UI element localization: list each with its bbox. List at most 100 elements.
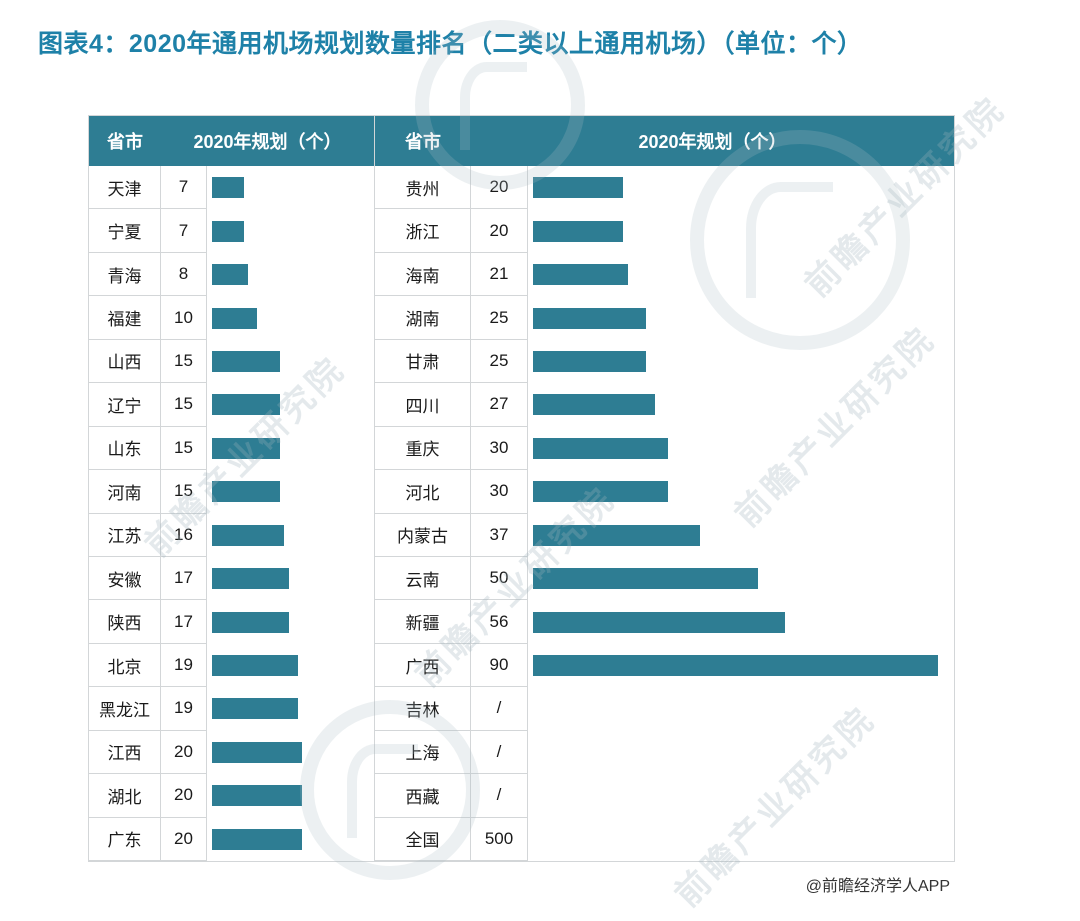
planned-count-value: 25 xyxy=(471,339,528,384)
table-row: 吉林 / xyxy=(375,687,954,731)
province-label: 贵州 xyxy=(375,166,471,210)
planned-count-value: 20 xyxy=(471,209,528,253)
table-row: 甘肃 25 xyxy=(375,339,954,384)
table-row: 黑龙江 19 xyxy=(89,687,374,731)
bar-cell xyxy=(207,340,374,383)
province-label: 重庆 xyxy=(375,426,471,471)
province-label: 内蒙古 xyxy=(375,513,471,557)
bar-cell xyxy=(528,514,954,557)
planned-count-value: / xyxy=(471,730,528,775)
value-bar xyxy=(533,655,938,677)
province-label: 福建 xyxy=(89,296,161,340)
bar-cell xyxy=(528,340,954,383)
bar-cell xyxy=(528,731,954,774)
table-row: 江苏 16 xyxy=(89,513,374,557)
bar-cell xyxy=(207,774,374,817)
value-bar xyxy=(212,264,248,286)
province-label: 湖北 xyxy=(89,774,161,818)
planned-count-value: 500 xyxy=(471,817,528,861)
value-bar xyxy=(533,481,668,503)
value-bar xyxy=(533,437,668,459)
value-bar xyxy=(212,698,298,720)
column-header-plan: 2020年规划（个） xyxy=(638,132,787,152)
planned-count-value: 17 xyxy=(161,600,207,644)
province-label: 西藏 xyxy=(375,774,471,818)
table-row: 湖南 25 xyxy=(375,296,954,340)
province-label: 安徽 xyxy=(89,556,161,601)
table-row: 全国 500 xyxy=(375,817,954,861)
table-row: 北京 19 xyxy=(89,643,374,688)
planned-count-value: 20 xyxy=(161,774,207,818)
bar-cell xyxy=(528,687,954,730)
province-label: 湖南 xyxy=(375,296,471,340)
planned-count-value: 27 xyxy=(471,383,528,427)
table-row: 西藏 / xyxy=(375,774,954,818)
bar-cell xyxy=(207,209,374,252)
bar-cell xyxy=(207,383,374,426)
bar-cell xyxy=(207,731,374,774)
planned-count-value: 7 xyxy=(161,209,207,253)
column-header-province: 省市 xyxy=(405,132,441,152)
planned-count-value: 21 xyxy=(471,252,528,297)
bar-cell xyxy=(207,427,374,470)
planned-count-value: / xyxy=(471,687,528,731)
bar-cell xyxy=(528,253,954,296)
value-bar xyxy=(533,611,785,633)
bar-cell xyxy=(528,383,954,426)
province-label: 山东 xyxy=(89,426,161,471)
table-row: 福建 10 xyxy=(89,296,374,340)
bar-cell xyxy=(207,818,374,861)
province-label: 宁夏 xyxy=(89,209,161,253)
value-bar xyxy=(212,437,280,459)
planned-count-value: 16 xyxy=(161,513,207,557)
value-bar xyxy=(212,524,284,546)
planned-count-value: 19 xyxy=(161,643,207,688)
province-label: 新疆 xyxy=(375,600,471,644)
table-row: 浙江 20 xyxy=(375,209,954,253)
table-row: 江西 20 xyxy=(89,730,374,775)
planned-count-value: 15 xyxy=(161,470,207,514)
province-label: 北京 xyxy=(89,643,161,688)
province-label: 广西 xyxy=(375,643,471,688)
table-row: 云南 50 xyxy=(375,556,954,601)
table-row: 河南 15 xyxy=(89,470,374,514)
table-row: 海南 21 xyxy=(375,252,954,297)
province-label: 河北 xyxy=(375,470,471,514)
province-label: 河南 xyxy=(89,470,161,514)
table-row: 辽宁 15 xyxy=(89,383,374,427)
value-bar xyxy=(212,394,280,416)
value-bar xyxy=(533,220,623,242)
bar-cell xyxy=(528,470,954,513)
table-row: 重庆 30 xyxy=(375,426,954,471)
table-row: 内蒙古 37 xyxy=(375,513,954,557)
value-bar xyxy=(212,568,289,590)
bar-cell xyxy=(528,818,954,861)
right-ranking-panel: 省市 2020年规划（个） 贵州 20 浙江 20 海南 21 湖南 25 甘肃 25 四川 27 重庆… xyxy=(375,116,954,861)
source-credit: @前瞻经济学人APP xyxy=(805,878,950,895)
table-row: 湖北 20 xyxy=(89,774,374,818)
province-label: 四川 xyxy=(375,383,471,427)
province-label: 青海 xyxy=(89,252,161,297)
bar-cell xyxy=(207,600,374,643)
planned-count-value: 20 xyxy=(161,730,207,775)
planned-count-value: 15 xyxy=(161,339,207,384)
value-bar xyxy=(212,828,302,850)
planned-count-value: 7 xyxy=(161,166,207,210)
left-panel-header: 省市 2020年规划（个） xyxy=(89,116,374,166)
value-bar xyxy=(212,481,280,503)
bar-cell xyxy=(528,557,954,600)
value-bar xyxy=(212,611,289,633)
left-ranking-panel: 省市 2020年规划（个） 天津 7 宁夏 7 青海 8 福建 10 山西 15 辽宁 15 山东 15 河… xyxy=(89,116,375,861)
planned-count-value: 15 xyxy=(161,426,207,471)
province-label: 甘肃 xyxy=(375,339,471,384)
province-label: 广东 xyxy=(89,817,161,861)
province-label: 浙江 xyxy=(375,209,471,253)
table-row: 新疆 56 xyxy=(375,600,954,644)
value-bar xyxy=(533,177,623,199)
table-row: 上海 / xyxy=(375,730,954,775)
value-bar xyxy=(533,568,758,590)
province-label: 天津 xyxy=(89,166,161,210)
province-label: 全国 xyxy=(375,817,471,861)
planned-count-value: 56 xyxy=(471,600,528,644)
bar-cell xyxy=(528,166,954,209)
